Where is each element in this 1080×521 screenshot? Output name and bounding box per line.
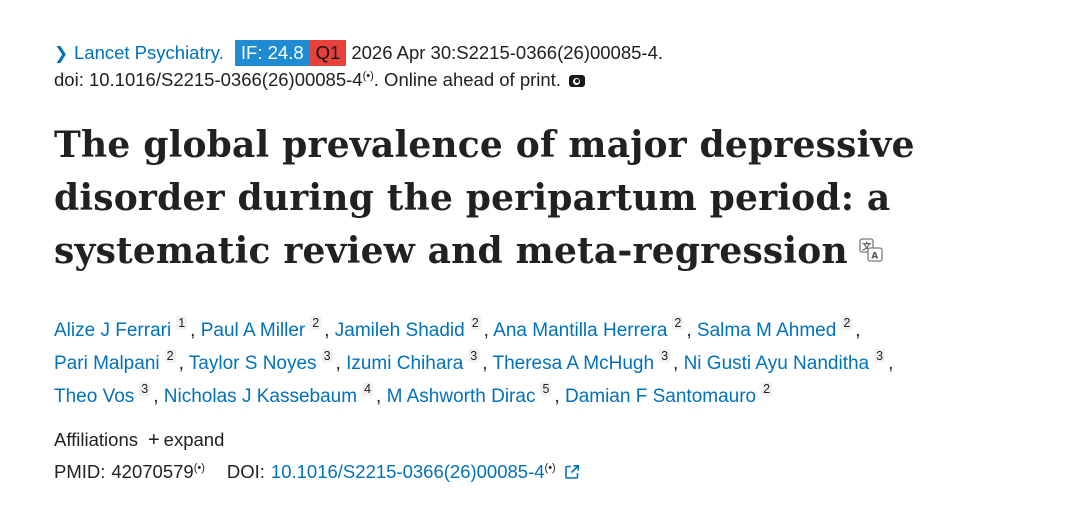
author-link[interactable]: Ana Mantilla Herrera — [493, 320, 668, 341]
author-link[interactable]: Taylor S Noyes — [188, 353, 317, 374]
pmid-label: PMID: — [54, 461, 106, 482]
article-title: The global prevalence of major depressiv… — [54, 119, 1054, 278]
author-item: M Ashworth Dirac 5, — [386, 382, 565, 407]
journal-link[interactable]: Lancet Psychiatry. — [74, 42, 224, 63]
author-link[interactable]: Alize J Ferrari — [54, 320, 172, 341]
author-link[interactable]: Pari Malpani — [54, 353, 160, 374]
author-item: Paul A Miller 2, — [200, 316, 335, 341]
pmid-signal-icon: (•) — [193, 461, 205, 474]
doi-line: doi: 10.1016/S2215-0366(26)00085-4(•). O… — [54, 67, 1054, 93]
author-link[interactable]: Paul A Miller — [200, 320, 306, 341]
citation-line: ❯ Lancet Psychiatry. IF: 24.8 Q1 2026 Apr 3… — [54, 40, 1054, 67]
author-item: Alize J Ferrari 1, — [54, 316, 201, 341]
impact-factor-badge: IF: 24.8 — [234, 40, 310, 66]
affiliation-number[interactable]: 3 — [468, 349, 480, 363]
affiliation-number[interactable]: 3 — [321, 349, 333, 363]
doi-label: DOI: — [226, 461, 265, 482]
affiliations-row: Affiliations + expand — [54, 427, 1054, 453]
author-item: Izumi Chihara 3, — [346, 349, 493, 374]
author-item: Ana Mantilla Herrera 2, — [493, 316, 697, 341]
affiliation-number[interactable]: 3 — [139, 382, 151, 396]
external-link-icon[interactable] — [564, 461, 580, 479]
affiliation-number[interactable]: 4 — [362, 382, 374, 396]
affiliation-number[interactable]: 2 — [469, 316, 481, 330]
doi-prefix: doi: — [54, 69, 89, 90]
affiliations-label: Affiliations — [54, 429, 138, 450]
author-item: Salma M Ahmed 2, — [696, 316, 861, 341]
author-link[interactable]: Jamileh Shadid — [334, 320, 465, 341]
affiliation-number[interactable]: 2 — [841, 316, 853, 330]
affiliation-number[interactable]: 3 — [659, 349, 671, 363]
publication-status: . Online ahead of print. — [373, 69, 561, 90]
author-link[interactable]: Ni Gusti Ayu Nanditha — [683, 353, 870, 374]
author-link[interactable]: M Ashworth Dirac — [386, 386, 536, 407]
svg-text:文: 文 — [861, 241, 872, 253]
author-link[interactable]: Theo Vos — [54, 386, 135, 407]
affiliation-number[interactable]: 3 — [874, 349, 886, 363]
doi-text: 10.1016/S2215-0366(26)00085-4 — [88, 69, 363, 90]
author-item: Pari Malpani 2, — [54, 349, 189, 374]
author-item: Taylor S Noyes 3, — [188, 349, 347, 374]
author-link[interactable]: Salma M Ahmed — [696, 320, 837, 341]
translate-icon[interactable]: 文 A — [858, 225, 884, 262]
svg-text:A: A — [871, 252, 878, 262]
author-item: Jamileh Shadid 2, — [334, 316, 494, 341]
author-link[interactable]: Izumi Chihara — [346, 353, 464, 374]
pmid-value: 42070579 — [111, 461, 194, 482]
affiliation-number[interactable]: 1 — [176, 316, 188, 330]
publication-date: 2026 Apr 30:S2215-0366(26)00085-4. — [351, 42, 664, 63]
chevron-right-icon[interactable]: ❯ — [54, 44, 69, 63]
doi-signal-icon: (•) — [362, 69, 374, 82]
author-list: Alize J Ferrari 1, Paul A Miller 2, Jamile… — [54, 314, 1054, 413]
affiliation-number[interactable]: 2 — [761, 382, 773, 396]
doi-link[interactable]: 10.1016/S2215-0366(26)00085-4 — [270, 461, 545, 482]
article-title-text: The global prevalence of major depressiv… — [54, 124, 915, 272]
affiliation-number[interactable]: 2 — [672, 316, 684, 330]
plus-icon[interactable]: + — [147, 429, 160, 451]
author-item: Theo Vos 3, — [54, 382, 164, 407]
author-link[interactable]: Nicholas J Kassebaum — [163, 386, 358, 407]
doi-signal-icon: (•) — [544, 461, 556, 474]
author-item: Damian F Santomauro 2 — [564, 382, 775, 407]
expand-button[interactable]: expand — [163, 429, 225, 450]
author-item: Ni Gusti Ayu Nanditha 3, — [683, 349, 894, 374]
quartile-badge: Q1 — [309, 40, 347, 66]
author-item: Nicholas J Kassebaum 4, — [163, 382, 387, 407]
author-item: Theresa A McHugh 3, — [492, 349, 684, 374]
affiliation-number[interactable]: 2 — [164, 349, 176, 363]
author-link[interactable]: Damian F Santomauro — [564, 386, 757, 407]
camera-icon[interactable] — [568, 75, 585, 87]
article-header: ❯ Lancet Psychiatry. IF: 24.8 Q1 2026 Apr 3… — [54, 40, 1054, 485]
author-link[interactable]: Theresa A McHugh — [492, 353, 655, 374]
affiliation-number[interactable]: 5 — [540, 382, 552, 396]
affiliation-number[interactable]: 2 — [310, 316, 322, 330]
identifiers-row: PMID: 42070579(•) DOI: 10.1016/S2215-0366(2… — [54, 459, 1054, 485]
